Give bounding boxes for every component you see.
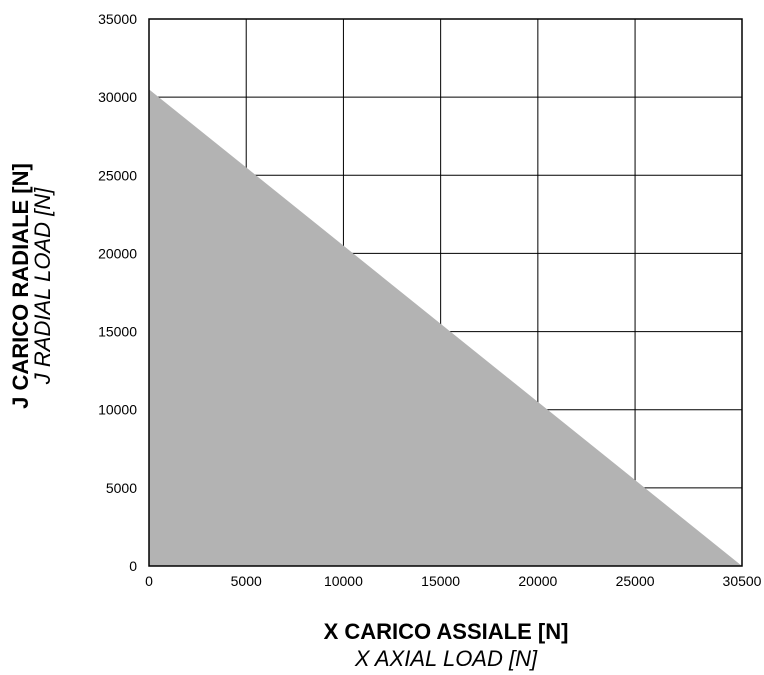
x-axis-title: X CARICO ASSIALE [N] <box>324 619 569 644</box>
load-area-layer <box>149 89 742 566</box>
x-tick-labels: 0 5000 10000 15000 20000 25000 30500 <box>145 573 762 589</box>
y-tick-label: 20000 <box>98 245 137 261</box>
x-tick-label: 15000 <box>421 573 460 589</box>
x-tick-label: 30500 <box>723 573 762 589</box>
y-tick-label: 10000 <box>98 402 137 418</box>
x-tick-label: 5000 <box>231 573 262 589</box>
x-tick-label: 20000 <box>518 573 557 589</box>
y-tick-label: 30000 <box>98 89 137 105</box>
y-axis-title: J CARICO RADIALE [N] <box>8 163 33 409</box>
y-tick-labels: 0 5000 10000 15000 20000 25000 30000 35000 <box>98 11 137 574</box>
plot-border <box>148 18 743 567</box>
x-tick-label: 10000 <box>324 573 363 589</box>
plot-frame <box>148 18 743 567</box>
y-tick-label: 0 <box>129 558 137 574</box>
y-tick-label: 25000 <box>98 167 137 183</box>
x-tick-label: 0 <box>145 573 153 589</box>
y-axis-subtitle: J RADIAL LOAD [N] <box>30 187 55 385</box>
y-tick-label: 5000 <box>106 480 137 496</box>
x-tick-label: 25000 <box>616 573 655 589</box>
x-axis-subtitle: X AXIAL LOAD [N] <box>354 646 538 671</box>
load-area <box>149 89 742 566</box>
y-tick-label: 35000 <box>98 11 137 27</box>
y-tick-label: 15000 <box>98 324 137 340</box>
